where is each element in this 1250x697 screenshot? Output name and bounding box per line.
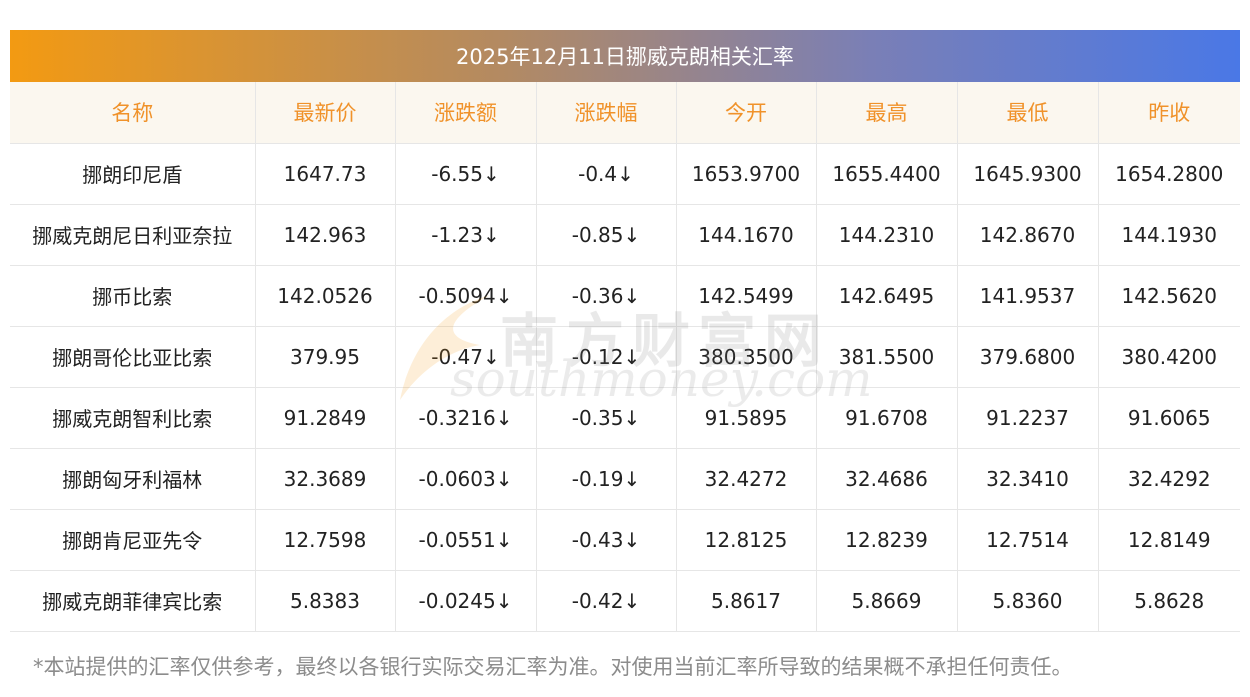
cell-price: 91.2849	[255, 387, 396, 449]
cell-name: 挪威克朗尼日利亚奈拉	[10, 204, 256, 266]
cell-price: 5.8383	[255, 570, 396, 632]
column-header-prev-close: 昨收	[1098, 82, 1240, 144]
cell-name: 挪朗印尼盾	[10, 143, 256, 205]
cell-change: -0.0245↓	[395, 570, 537, 632]
cell-high: 32.4686	[816, 448, 958, 510]
cell-low: 12.7514	[957, 509, 1099, 571]
cell-change: -6.55↓	[395, 143, 537, 205]
cell-price: 32.3689	[255, 448, 396, 510]
cell-change-percent: -0.12↓	[536, 326, 677, 388]
exchange-rate-table: 名称 最新价 涨跌额 涨跌幅 今开 最高 最低 昨收 挪朗印尼盾 1647.73…	[10, 82, 1240, 632]
cell-open: 380.3500	[676, 326, 817, 388]
column-header-open: 今开	[676, 82, 817, 144]
table-row: 挪威克朗菲律宾比索 5.8383 -0.0245↓ -0.42↓ 5.8617 …	[10, 570, 1240, 632]
table-row: 挪威克朗智利比索 91.2849 -0.3216↓ -0.35↓ 91.5895…	[10, 387, 1240, 449]
cell-low: 141.9537	[957, 265, 1099, 327]
cell-change-percent: -0.19↓	[536, 448, 677, 510]
cell-change: -0.0603↓	[395, 448, 537, 510]
cell-prev-close: 32.4292	[1098, 448, 1240, 510]
page-title: 2025年12月11日挪威克朗相关汇率	[10, 30, 1240, 82]
cell-price: 142.963	[255, 204, 396, 266]
cell-name: 挪朗匈牙利福林	[10, 448, 256, 510]
cell-price: 12.7598	[255, 509, 396, 571]
cell-open: 144.1670	[676, 204, 817, 266]
cell-open: 5.8617	[676, 570, 817, 632]
cell-prev-close: 144.1930	[1098, 204, 1240, 266]
cell-prev-close: 91.6065	[1098, 387, 1240, 449]
column-header-name: 名称	[10, 82, 256, 144]
cell-high: 381.5500	[816, 326, 958, 388]
table-row: 挪朗匈牙利福林 32.3689 -0.0603↓ -0.19↓ 32.4272 …	[10, 448, 1240, 510]
cell-name: 挪朗哥伦比亚比索	[10, 326, 256, 388]
cell-change-percent: -0.43↓	[536, 509, 677, 571]
cell-change-percent: -0.36↓	[536, 265, 677, 327]
cell-price: 1647.73	[255, 143, 396, 205]
table-row: 挪币比索 142.0526 -0.5094↓ -0.36↓ 142.5499 1…	[10, 265, 1240, 327]
table-row: 挪朗哥伦比亚比索 379.95 -0.47↓ -0.12↓ 380.3500 3…	[10, 326, 1240, 388]
cell-low: 1645.9300	[957, 143, 1099, 205]
table-row: 挪朗肯尼亚先令 12.7598 -0.0551↓ -0.43↓ 12.8125 …	[10, 509, 1240, 571]
disclaimer-footnote: *本站提供的汇率仅供参考，最终以各银行实际交易汇率为准。对使用当前汇率所导致的结…	[33, 655, 1073, 679]
table-header-row: 名称 最新价 涨跌额 涨跌幅 今开 最高 最低 昨收	[10, 82, 1240, 144]
cell-name: 挪威克朗智利比索	[10, 387, 256, 449]
cell-name: 挪币比索	[10, 265, 256, 327]
cell-low: 32.3410	[957, 448, 1099, 510]
cell-name: 挪威克朗菲律宾比索	[10, 570, 256, 632]
cell-change: -0.47↓	[395, 326, 537, 388]
cell-change-percent: -0.85↓	[536, 204, 677, 266]
cell-high: 142.6495	[816, 265, 958, 327]
cell-open: 1653.9700	[676, 143, 817, 205]
cell-change-percent: -0.35↓	[536, 387, 677, 449]
cell-open: 12.8125	[676, 509, 817, 571]
column-header-price: 最新价	[255, 82, 396, 144]
cell-high: 144.2310	[816, 204, 958, 266]
cell-high: 1655.4400	[816, 143, 958, 205]
cell-change-percent: -0.42↓	[536, 570, 677, 632]
column-header-high: 最高	[816, 82, 958, 144]
cell-prev-close: 12.8149	[1098, 509, 1240, 571]
cell-prev-close: 5.8628	[1098, 570, 1240, 632]
cell-change: -0.5094↓	[395, 265, 537, 327]
cell-price: 379.95	[255, 326, 396, 388]
cell-change: -1.23↓	[395, 204, 537, 266]
cell-low: 379.6800	[957, 326, 1099, 388]
cell-change: -0.3216↓	[395, 387, 537, 449]
table-row: 挪威克朗尼日利亚奈拉 142.963 -1.23↓ -0.85↓ 144.167…	[10, 204, 1240, 266]
cell-high: 5.8669	[816, 570, 958, 632]
cell-high: 91.6708	[816, 387, 958, 449]
cell-open: 91.5895	[676, 387, 817, 449]
cell-low: 91.2237	[957, 387, 1099, 449]
cell-prev-close: 1654.2800	[1098, 143, 1240, 205]
cell-low: 5.8360	[957, 570, 1099, 632]
column-header-low: 最低	[957, 82, 1099, 144]
cell-change: -0.0551↓	[395, 509, 537, 571]
cell-open: 142.5499	[676, 265, 817, 327]
cell-prev-close: 380.4200	[1098, 326, 1240, 388]
cell-price: 142.0526	[255, 265, 396, 327]
cell-low: 142.8670	[957, 204, 1099, 266]
cell-open: 32.4272	[676, 448, 817, 510]
table-row: 挪朗印尼盾 1647.73 -6.55↓ -0.4↓ 1653.9700 165…	[10, 143, 1240, 205]
cell-name: 挪朗肯尼亚先令	[10, 509, 256, 571]
cell-prev-close: 142.5620	[1098, 265, 1240, 327]
cell-high: 12.8239	[816, 509, 958, 571]
column-header-change: 涨跌额	[395, 82, 537, 144]
column-header-change-percent: 涨跌幅	[536, 82, 677, 144]
cell-change-percent: -0.4↓	[536, 143, 677, 205]
